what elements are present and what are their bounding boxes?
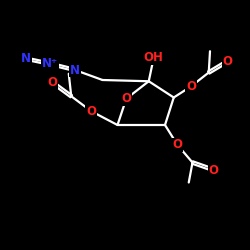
- Text: O: O: [172, 138, 182, 151]
- Text: O: O: [222, 55, 232, 68]
- Text: O: O: [48, 76, 58, 89]
- Text: O: O: [121, 92, 131, 105]
- Text: O: O: [186, 80, 196, 93]
- Text: N: N: [21, 52, 31, 65]
- Text: N⁺: N⁺: [42, 57, 58, 70]
- Text: O: O: [209, 164, 219, 176]
- Text: OH: OH: [144, 51, 164, 64]
- Text: N: N: [70, 64, 80, 76]
- Text: O: O: [86, 105, 96, 118]
